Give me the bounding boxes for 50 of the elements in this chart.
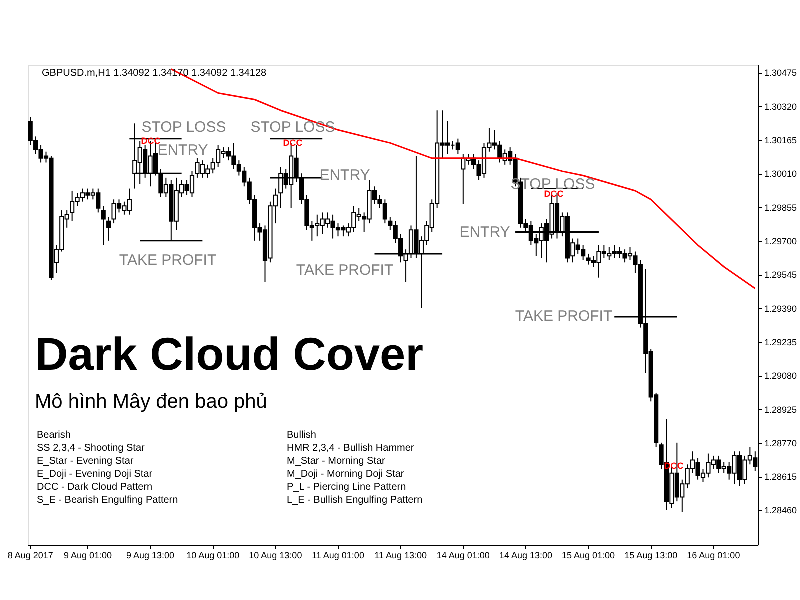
y-tick-label: 1.30165	[764, 135, 798, 146]
candlestick	[101, 206, 106, 246]
x-tick-label: 8 Aug 2017	[8, 550, 54, 560]
x-tick-label: 15 Aug 01:00	[562, 550, 616, 560]
text: Dark Cloud Cover	[35, 328, 424, 380]
annotation: Bullish	[287, 430, 316, 441]
annotation: SS 2,3,4 - Shooting Star	[37, 443, 146, 454]
y-tick-label: 1.29235	[764, 337, 798, 348]
x-tick-label: 16 Aug 01:00	[687, 550, 740, 560]
y-tick-label: 1.28615	[764, 472, 798, 482]
x-tick-label: 9 Aug 13:00	[126, 550, 175, 560]
x-tick-label: 15 Aug 13:00	[624, 550, 678, 560]
y-tick-label: 1.30320	[764, 102, 798, 112]
annotation: TAKE PROFIT	[119, 252, 217, 269]
annotation: DCC - Dark Cloud Pattern	[37, 482, 153, 493]
y-tick-label: 1.29855	[764, 202, 798, 213]
annotation: TAKE PROFIT	[296, 262, 394, 279]
annotation: Bearish	[37, 430, 71, 441]
x-tick-label: 11 Aug 01:00	[312, 550, 364, 560]
annotation: M_Doji - Morning Doji Star	[287, 469, 405, 480]
text: Mô hình Mây đen bao phủ	[35, 391, 268, 413]
annotation: S_E - Bearish Engulfing Pattern	[37, 495, 178, 506]
y-tick-label: 1.29390	[764, 304, 798, 314]
y-tick-label: 1.28770	[764, 438, 798, 448]
x-tick-label: 11 Aug 13:00	[374, 550, 428, 560]
y-tick-label: 1.30010	[764, 169, 798, 180]
y-tick-label: 1.28925	[764, 404, 798, 415]
y-tick-label: 1.29080	[764, 371, 798, 382]
annotation: M_Star - Morning Star	[287, 456, 386, 467]
x-tick-label: 14 Aug 13:00	[499, 550, 552, 560]
annotation: STOP LOSS	[250, 119, 336, 136]
y-tick-label: 1.29545	[764, 270, 798, 280]
annotation: HMR 2,3,4 - Bullish Hammer	[287, 443, 415, 454]
annotation: STOP LOSS	[142, 119, 226, 136]
annotation: ENTRY	[460, 224, 510, 241]
y-tick-label: 1.30475	[764, 68, 798, 78]
annotation: E_Star - Evening Star	[37, 456, 134, 467]
annotation: DCC	[283, 138, 304, 148]
candlestick	[106, 216, 112, 242]
x-tick-label: 9 Aug 01:00	[64, 550, 112, 560]
annotation: TAKE PROFIT	[515, 308, 613, 325]
x-tick-label: 10 Aug 01:00	[186, 550, 240, 560]
x-tick-label: 10 Aug 13:00	[249, 550, 302, 560]
annotation: ENTRY	[320, 167, 370, 184]
annotation: L_E - Bullish Engulfing Pattern	[287, 495, 423, 506]
y-tick-label: 1.28460	[764, 506, 798, 516]
x-tick-label: 14 Aug 01:00	[436, 550, 490, 560]
annotation: E_Doji - Evening Doji Star	[37, 469, 154, 480]
annotation: P_L - Piercing Line Pattern	[287, 482, 406, 493]
y-tick-label: 1.29700	[764, 236, 798, 246]
